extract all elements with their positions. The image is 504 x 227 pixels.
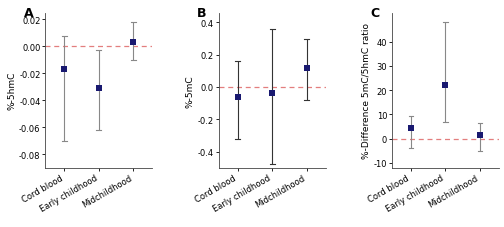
Y-axis label: %-5hmC: %-5hmC bbox=[7, 72, 16, 110]
Y-axis label: %-Difference 5mC/5hmC ratio: %-Difference 5mC/5hmC ratio bbox=[362, 23, 371, 158]
Point bbox=[442, 84, 450, 88]
Point bbox=[407, 126, 415, 130]
Point bbox=[268, 92, 276, 96]
Point bbox=[95, 87, 103, 91]
Point bbox=[476, 134, 484, 137]
Text: A: A bbox=[24, 7, 34, 20]
Point bbox=[234, 95, 242, 99]
Text: C: C bbox=[370, 7, 380, 20]
Point bbox=[302, 67, 310, 70]
Point bbox=[130, 41, 138, 45]
Text: B: B bbox=[197, 7, 207, 20]
Y-axis label: %-5mC: %-5mC bbox=[186, 74, 195, 107]
Point bbox=[60, 68, 69, 72]
